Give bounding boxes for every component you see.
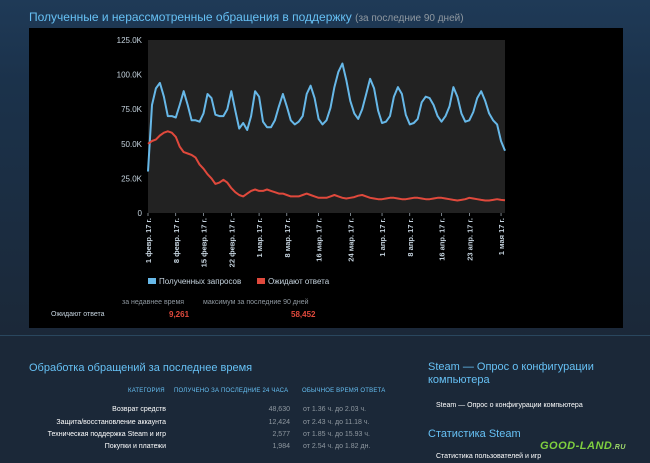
response-time-cell: от 1.36 ч. до 2.03 ч. (303, 406, 367, 413)
received-cell: 1,984 (272, 443, 290, 450)
y-tick-label: 50.0K (121, 140, 143, 149)
legend-swatch (257, 278, 265, 284)
recent-column-header: за недавнее время (122, 299, 185, 306)
y-tick-label: 25.0K (121, 174, 143, 183)
response-time-cell: от 1.85 ч. до 15.93 ч. (303, 431, 370, 438)
x-tick-label: 1 февр. 17 г. (144, 218, 153, 263)
y-tick-label: 0 (138, 209, 143, 218)
awaiting-response-line (147, 130, 506, 202)
site-watermark: GOOD-LAND.RU (540, 440, 626, 452)
legend-item: Ожидают ответа (268, 277, 330, 286)
column-header-category: КАТЕГОРИЯ (128, 388, 165, 394)
response-time-cell: от 2.43 ч. до 11.18 ч. (303, 419, 370, 426)
column-header-response-time: ОБЫЧНОЕ ВРЕМЯ ОТВЕТА (302, 388, 386, 394)
received-cell: 48,630 (268, 406, 290, 413)
processing-section-title: Обработка обращений за последнее время (29, 362, 253, 374)
page-title: Полученные и нерассмотренные обращения в… (29, 10, 464, 24)
received-cell: 12,424 (268, 419, 290, 426)
steam-stats-title[interactable]: Статистика Steam (428, 428, 521, 440)
x-tick-label: 8 апр. 17 г. (406, 218, 415, 257)
hardware-survey-link[interactable]: Steam — Опрос о конфигурации компьютера (436, 402, 583, 409)
hardware-survey-title[interactable]: Steam — Опрос о конфигурации компьютера (428, 361, 594, 386)
category-cell: Техническая поддержка Steam и игр (47, 431, 166, 438)
x-tick-label: 1 мар. 17 г. (255, 218, 264, 258)
category-cell: Покупки и платежи (104, 443, 166, 450)
x-tick-label: 8 мар. 17 г. (283, 218, 292, 258)
page-title-period: (за последние 90 дней) (355, 13, 464, 24)
x-tick-label: 23 апр. 17 г. (465, 218, 474, 261)
plot-area (148, 40, 505, 213)
legend-swatch (148, 278, 156, 284)
response-time-cell: от 2.54 ч. до 1.82 дн. (303, 443, 371, 450)
x-tick-label: 8 февр. 17 г. (172, 218, 181, 263)
y-tick-label: 125.0K (117, 36, 143, 45)
x-tick-label: 16 апр. 17 г. (438, 218, 447, 261)
category-cell: Защита/восстановление аккаунта (56, 419, 166, 426)
x-tick-label: 24 мар. 17 г. (346, 218, 355, 262)
max-awaiting-value: 58,452 (291, 310, 316, 319)
x-tick-label: 22 февр. 17 г. (227, 218, 236, 267)
legend-item: Полученных запросов (159, 277, 241, 286)
x-tick-label: 1 мая 17 г. (497, 218, 506, 255)
x-tick-label: 1 апр. 17 г. (378, 218, 387, 257)
y-tick-label: 100.0K (117, 71, 143, 80)
page-title-main: Полученные и нерассмотренные обращения в… (29, 10, 352, 24)
x-tick-label: 15 февр. 17 г. (200, 218, 209, 267)
steam-stats-link[interactable]: Статистика пользователей и игр (436, 453, 542, 460)
received-cell: 2,577 (272, 431, 290, 438)
awaiting-row-label: Ожидают ответа (51, 311, 105, 318)
x-tick-label: 16 мар. 17 г. (315, 218, 324, 262)
support-requests-chart: 0 25.0K 50.0K 75.0K 100.0K 125.0K 1 февр. 17 г… (117, 36, 506, 286)
column-header-received: ПОЛУЧЕНО ЗА ПОСЛЕДНИЕ 24 ЧАСА (174, 388, 289, 394)
section-divider (0, 335, 650, 336)
max-column-header: максимум за последние 90 дней (203, 299, 309, 306)
category-cell: Возврат средств (112, 406, 166, 413)
watermark-main: GOOD-LAND (540, 440, 613, 452)
received-requests-line (147, 62, 506, 172)
support-chart-panel: 0 25.0K 50.0K 75.0K 100.0K 125.0K 1 февр. 17 г… (29, 28, 623, 328)
watermark-suffix: .RU (612, 444, 626, 451)
recent-awaiting-value: 9,261 (169, 310, 190, 319)
y-tick-label: 75.0K (121, 105, 143, 114)
